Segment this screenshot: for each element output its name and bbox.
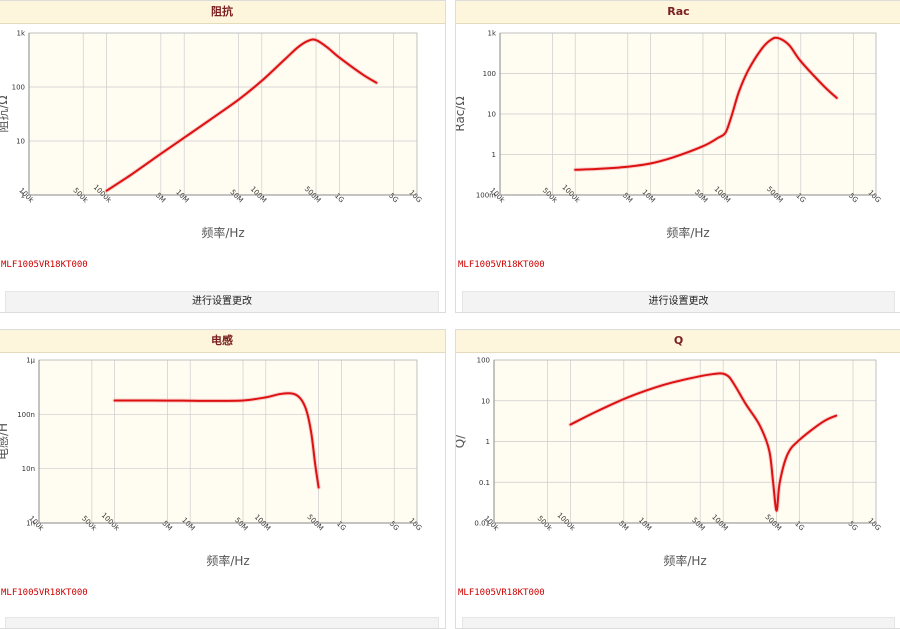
y-tick-label: 0.1 <box>479 479 490 487</box>
x-axis-title: 频率/Hz <box>666 225 709 240</box>
y-tick-label: 10 <box>16 138 25 146</box>
y-tick-label: 100 <box>12 84 25 92</box>
q-panel: Q 100k 500k 1000k 5M 10M 50M 100M 500M 1G 5G 10G 0.… <box>455 329 900 629</box>
inductance-panel: 电感 100k 500k 1000k 5M 10M 50M 100M 500M 1G 5G 10G 1… <box>0 329 446 629</box>
part-number-label: MLF1005VR18KT000 <box>458 260 545 270</box>
y-tick-label: 1k <box>487 30 496 38</box>
y-tick-label: 100 <box>477 357 490 365</box>
y-tick-label: 1 <box>21 192 25 200</box>
y-axis-title: Rac/Ω <box>456 96 467 131</box>
y-tick-label: 10 <box>487 111 496 119</box>
y-tick-label: 100 <box>483 70 496 78</box>
y-tick-label: 1 <box>492 151 496 159</box>
y-tick-label: 1 <box>486 438 490 446</box>
y-tick-label: 100m <box>476 192 496 200</box>
y-axis-title: 阻抗/Ω <box>0 95 10 132</box>
x-tick-label: 10G <box>407 517 423 533</box>
part-number-label: MLF1005VR18KT000 <box>1 588 88 598</box>
y-axis-title: 电感/H <box>0 423 10 460</box>
series-line <box>574 36 838 171</box>
x-axis-title: 频率/Hz <box>201 225 244 240</box>
y-tick-label: 0.01 <box>474 520 490 528</box>
x-tick-label: 10G <box>866 517 882 533</box>
settings-change-button[interactable] <box>462 617 895 628</box>
x-tick-label: 10G <box>407 189 423 205</box>
series-line <box>113 392 320 489</box>
settings-change-button[interactable]: 进行设置更改 <box>462 291 895 312</box>
series-line <box>105 38 378 192</box>
panel-title: 阻抗 <box>0 1 445 24</box>
settings-change-button[interactable]: 进行设置更改 <box>5 291 439 312</box>
impedance-panel: 阻抗 100k 500k 1000k 5M 10M 50M 100M 500M 1G 5G 10G 1… <box>0 0 446 313</box>
panel-title: 电感 <box>0 330 445 353</box>
y-tick-label: 100n <box>17 411 35 419</box>
y-tick-label: 1k <box>16 30 25 38</box>
part-number-label: MLF1005VR18KT000 <box>458 588 545 598</box>
x-axis-title: 频率/Hz <box>663 553 706 568</box>
y-tick-label: 1μ <box>26 357 35 365</box>
x-tick-label: 10G <box>866 189 882 205</box>
panel-title: Rac <box>456 1 900 24</box>
q-chart: 100k 500k 1000k 5M 10M 50M 100M 500M 1G 5G 10G0.01… <box>456 357 882 569</box>
y-tick-label: 10n <box>22 465 35 473</box>
series-line <box>569 372 838 512</box>
part-number-label: MLF1005VR18KT000 <box>1 260 88 270</box>
inductance-chart: 100k 500k 1000k 5M 10M 50M 100M 500M 1G 5G 10G1n10… <box>0 357 423 569</box>
y-axis-title: Q/ <box>456 434 467 448</box>
y-tick-label: 10 <box>481 397 490 405</box>
panel-title: Q <box>456 330 900 353</box>
rac-chart: 100k 500k 1000k 5M 10M 50M 100M 500M 1G 5G 10G100m… <box>456 30 882 241</box>
settings-change-button[interactable] <box>5 617 439 628</box>
plot-area <box>29 33 417 195</box>
plot-area <box>39 360 417 523</box>
impedance-chart: 100k 500k 1000k 5M 10M 50M 100M 500M 1G 5G 10G1101… <box>0 30 423 241</box>
x-axis-title: 频率/Hz <box>206 553 249 568</box>
y-tick-label: 1n <box>26 520 35 528</box>
rac-panel: Rac 100k 500k 1000k 5M 10M 50M 100M 500M 1G 5G 10G… <box>455 0 900 313</box>
